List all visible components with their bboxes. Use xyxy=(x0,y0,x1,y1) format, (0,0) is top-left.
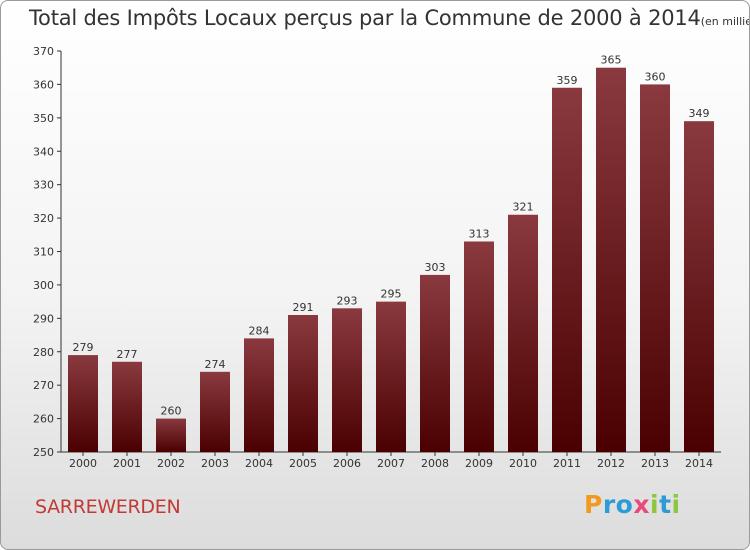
x-tick-label: 2000 xyxy=(69,457,97,470)
y-tick-label: 370 xyxy=(33,45,54,58)
data-label: 274 xyxy=(205,358,226,371)
bar xyxy=(684,121,714,453)
data-label: 293 xyxy=(337,294,358,307)
data-label: 303 xyxy=(425,261,446,274)
commune-name: SARREWERDEN xyxy=(35,496,181,518)
y-tick-label: 340 xyxy=(33,145,54,158)
chart-title-text: Total des Impôts Locaux perçus par la Co… xyxy=(29,6,701,30)
y-tick-label: 350 xyxy=(33,112,54,125)
data-label: 279 xyxy=(73,341,94,354)
data-label: 277 xyxy=(117,348,138,361)
y-tick-label: 300 xyxy=(33,279,54,292)
logo-letter: r xyxy=(602,490,616,519)
x-tick-label: 2003 xyxy=(201,457,229,470)
logo-letter: x xyxy=(633,490,650,519)
bar xyxy=(508,214,538,452)
chart-unit-label: (en milliers d'€) xyxy=(700,15,749,28)
data-label: 291 xyxy=(293,301,314,314)
bar xyxy=(464,241,494,452)
y-tick-label: 260 xyxy=(33,413,54,426)
bar xyxy=(332,308,362,452)
x-tick-label: 2005 xyxy=(289,457,317,470)
x-tick-label: 2008 xyxy=(421,457,449,470)
bar xyxy=(200,371,230,452)
bar xyxy=(552,87,582,452)
y-tick-label: 270 xyxy=(33,379,54,392)
bar xyxy=(68,355,98,452)
x-tick-label: 2014 xyxy=(685,457,713,470)
data-label: 295 xyxy=(381,288,402,301)
y-tick-label: 360 xyxy=(33,78,54,91)
x-tick-label: 2013 xyxy=(641,457,669,470)
y-tick-label: 290 xyxy=(33,312,54,325)
x-tick-label: 2002 xyxy=(157,457,185,470)
x-tick-label: 2009 xyxy=(465,457,493,470)
x-tick-label: 2011 xyxy=(553,457,581,470)
bar xyxy=(596,67,626,452)
x-tick-label: 2007 xyxy=(377,457,405,470)
x-tick-label: 2006 xyxy=(333,457,361,470)
bar xyxy=(156,418,186,452)
chart-title: Total des Impôts Locaux perçus par la Co… xyxy=(29,6,749,30)
bar xyxy=(420,274,450,452)
bar xyxy=(244,338,274,452)
bar xyxy=(376,301,406,452)
logo-letter: P xyxy=(584,490,603,519)
data-label: 321 xyxy=(513,201,534,214)
data-label: 365 xyxy=(601,54,622,67)
logo-letter: i xyxy=(671,490,681,519)
logo-letter: i xyxy=(650,490,660,519)
data-label: 260 xyxy=(161,405,182,418)
x-tick-label: 2010 xyxy=(509,457,537,470)
data-label: 359 xyxy=(557,74,578,87)
data-label: 349 xyxy=(689,107,710,120)
bar xyxy=(112,361,142,452)
proxiti-logo: Proxiti xyxy=(584,490,681,519)
y-tick-label: 280 xyxy=(33,346,54,359)
logo-letter: o xyxy=(615,490,634,519)
data-label: 360 xyxy=(645,70,666,83)
logo-letter: t xyxy=(659,490,672,519)
x-tick-label: 2004 xyxy=(245,457,273,470)
bar xyxy=(640,84,670,453)
y-tick-label: 320 xyxy=(33,212,54,225)
x-tick-label: 2012 xyxy=(597,457,625,470)
data-label: 284 xyxy=(249,324,270,337)
y-tick-label: 250 xyxy=(33,446,54,459)
x-tick-label: 2001 xyxy=(113,457,141,470)
y-tick-label: 310 xyxy=(33,246,54,259)
bar xyxy=(288,314,318,452)
y-tick-label: 330 xyxy=(33,179,54,192)
data-label: 313 xyxy=(469,227,490,240)
